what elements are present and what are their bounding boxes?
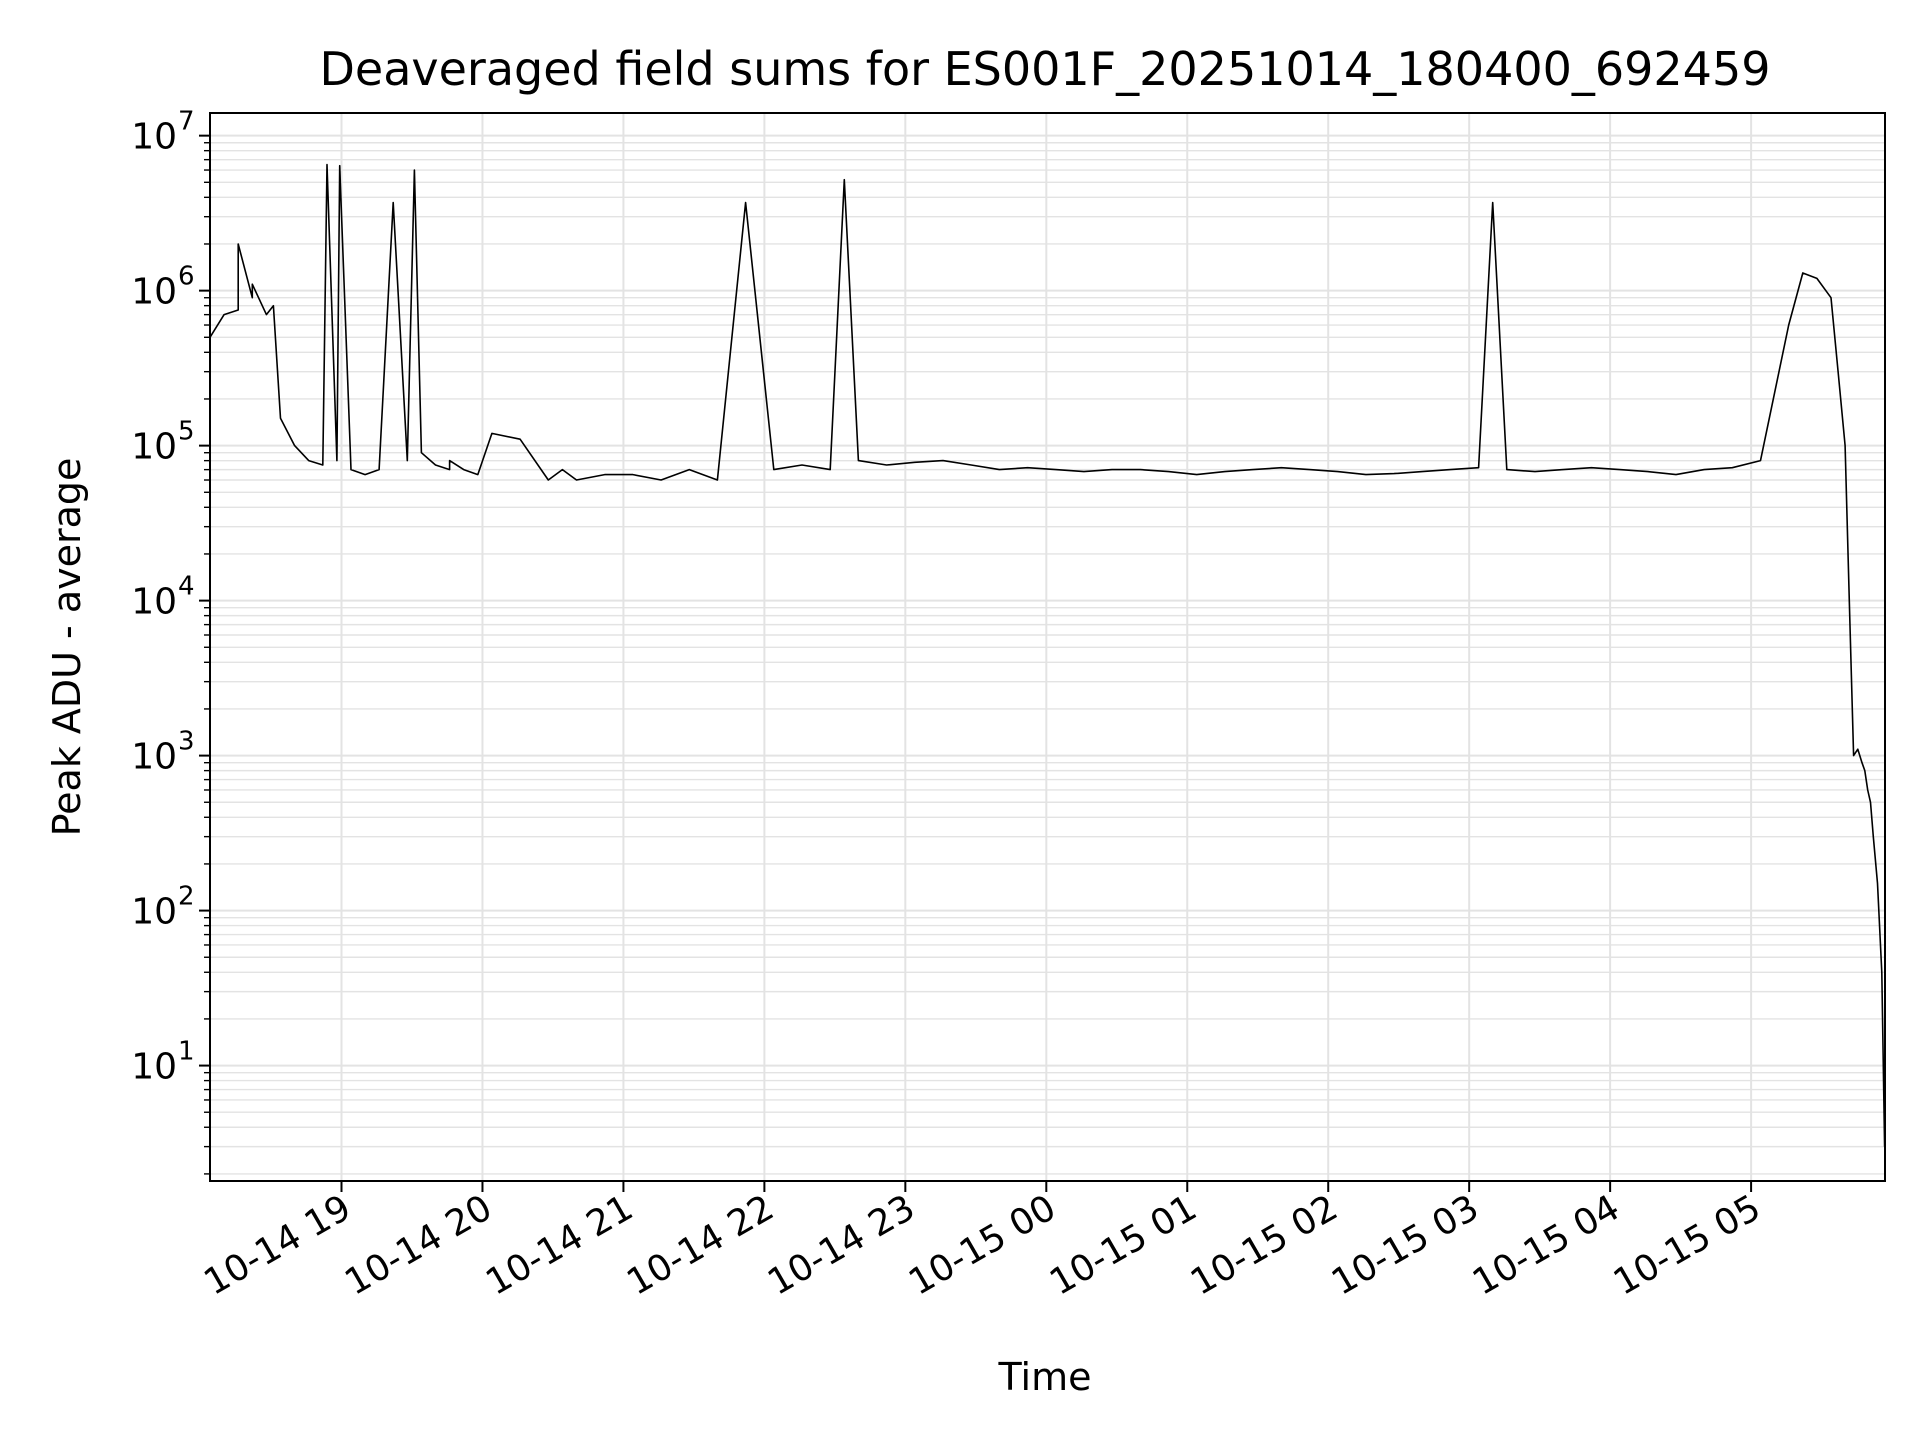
y-tick-exponent: 6 bbox=[178, 262, 195, 292]
y-tick-exponent: 1 bbox=[178, 1037, 195, 1067]
y-tick-exponent: 2 bbox=[178, 882, 195, 912]
grid bbox=[210, 113, 1885, 1181]
y-tick-label: 10 bbox=[131, 737, 177, 778]
y-tick-label: 10 bbox=[131, 1047, 177, 1088]
y-tick-exponent: 3 bbox=[178, 727, 195, 757]
series-line-peak-adu bbox=[209, 163, 1886, 1147]
y-tick-label: 10 bbox=[131, 272, 177, 313]
y-tick-exponent: 5 bbox=[178, 417, 195, 447]
y-tick-exponent: 4 bbox=[178, 572, 195, 602]
chart-title: Deaveraged field sums for ES001F_2025101… bbox=[320, 42, 1771, 96]
y-axis-label: Peak ADU - average bbox=[45, 458, 89, 837]
y-tick-label: 10 bbox=[131, 892, 177, 933]
y-tick-exponent: 7 bbox=[178, 107, 195, 137]
y-tick-label: 10 bbox=[131, 582, 177, 623]
x-axis-label: Time bbox=[998, 1355, 1092, 1399]
y-tick-label: 10 bbox=[131, 117, 177, 158]
series-layer bbox=[209, 163, 1886, 1147]
y-tick-label: 10 bbox=[131, 427, 177, 468]
